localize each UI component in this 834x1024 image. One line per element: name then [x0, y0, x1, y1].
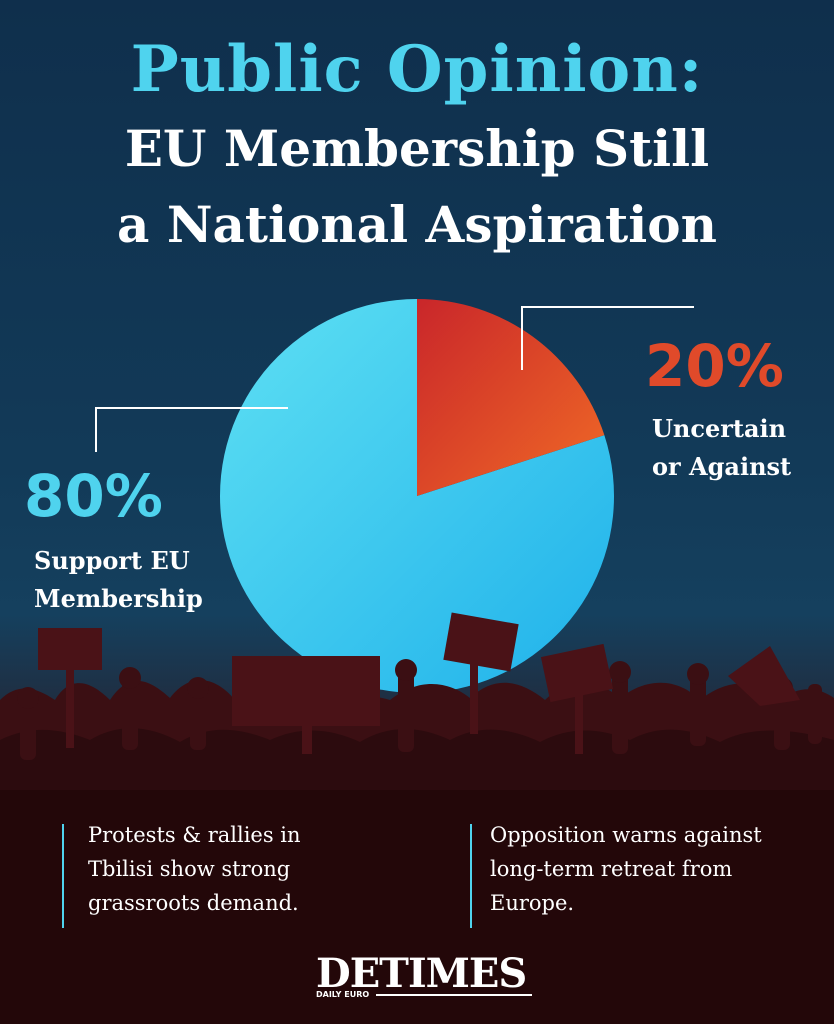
support-label-line-2: Membership	[34, 584, 203, 613]
headline: Public Opinion:	[130, 32, 704, 107]
logo-underline	[376, 994, 532, 996]
note-left-line-1: Protests & rallies in	[88, 823, 301, 847]
pie-slice-against	[417, 299, 605, 496]
note-right-line-1: Opposition warns against	[490, 823, 762, 847]
subheadline-line-1: EU Membership Still	[124, 119, 710, 178]
logo-subtitle: DAILY EURO	[316, 990, 370, 999]
brand-logo: DETIMES DAILY EURO	[316, 950, 536, 999]
note-left-line-3: grassroots demand.	[88, 891, 299, 915]
against-percentage: 20%	[645, 332, 784, 400]
against-label: Uncertain or Against	[652, 410, 822, 486]
leader-line-against	[521, 306, 694, 370]
against-label-line-2: or Against	[652, 452, 792, 481]
note-left-line-2: Tbilisi show strong	[88, 857, 291, 881]
note-divider-right	[470, 824, 472, 928]
logo-wordmark: DETIMES	[316, 950, 527, 997]
note-right: Opposition warns against long-term retre…	[490, 818, 810, 920]
support-label: Support EU Membership	[34, 542, 254, 618]
note-left: Protests & rallies in Tbilisi show stron…	[88, 818, 388, 920]
subheadline-line-2: a National Aspiration	[117, 195, 717, 254]
support-label-line-1: Support EU	[34, 546, 190, 575]
against-label-line-1: Uncertain	[652, 414, 787, 443]
note-right-line-2: long-term retreat from	[490, 857, 733, 881]
note-right-line-3: Europe.	[490, 891, 575, 915]
note-divider-left	[62, 824, 64, 928]
support-percentage: 80%	[24, 462, 163, 530]
leader-line-support	[95, 407, 288, 452]
crowd-silhouette	[0, 612, 834, 1024]
